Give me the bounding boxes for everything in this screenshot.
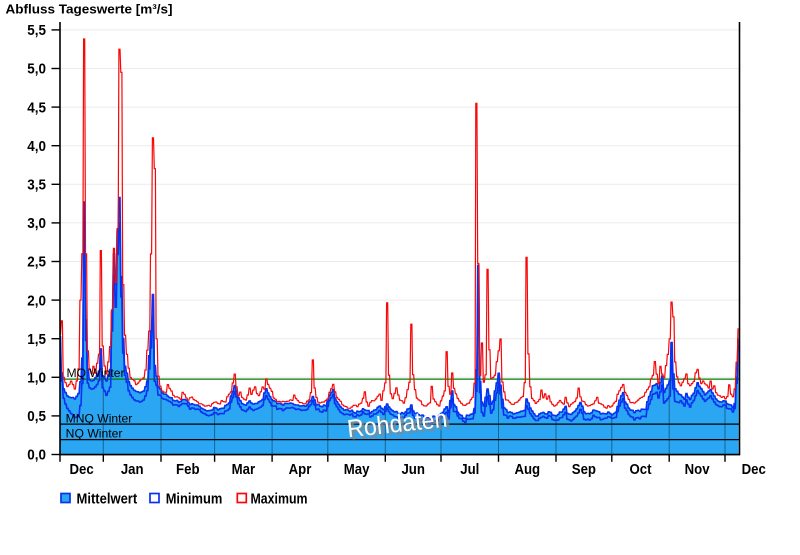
svg-text:Maximum: Maximum <box>251 491 308 507</box>
svg-text:Jul: Jul <box>460 462 479 478</box>
svg-text:Dec: Dec <box>70 462 94 478</box>
svg-text:Sep: Sep <box>572 462 596 478</box>
svg-text:0,0: 0,0 <box>27 448 46 464</box>
svg-text:Mar: Mar <box>232 462 256 478</box>
svg-text:Mittelwert: Mittelwert <box>77 491 138 507</box>
svg-text:3,5: 3,5 <box>27 178 46 194</box>
svg-text:Apr: Apr <box>289 462 312 478</box>
svg-text:4,5: 4,5 <box>27 100 46 116</box>
svg-text:Jun: Jun <box>401 462 425 478</box>
svg-text:1,0: 1,0 <box>27 371 46 387</box>
svg-text:2,5: 2,5 <box>27 255 46 271</box>
svg-text:3,0: 3,0 <box>27 216 46 232</box>
svg-text:5,5: 5,5 <box>27 23 46 39</box>
svg-text:Nov: Nov <box>685 462 710 478</box>
svg-text:2,0: 2,0 <box>27 293 46 309</box>
svg-text:NQ Winter: NQ Winter <box>66 427 123 441</box>
svg-text:MQ Winter: MQ Winter <box>67 366 125 380</box>
svg-text:4,0: 4,0 <box>27 139 46 155</box>
svg-text:May: May <box>344 462 370 478</box>
svg-text:Feb: Feb <box>176 462 200 478</box>
svg-text:5,0: 5,0 <box>27 62 46 78</box>
svg-text:Minimum: Minimum <box>166 491 223 507</box>
svg-text:0,5: 0,5 <box>27 409 46 425</box>
svg-text:MNQ Winter: MNQ Winter <box>66 412 133 426</box>
svg-text:Jan: Jan <box>121 462 144 478</box>
svg-text:Oct: Oct <box>630 462 652 478</box>
svg-text:Abfluss Tageswerte [m³/s]: Abfluss Tageswerte [m³/s] <box>6 2 173 17</box>
svg-text:Aug: Aug <box>514 462 540 478</box>
svg-text:Dec: Dec <box>742 462 766 478</box>
svg-text:1,5: 1,5 <box>27 332 46 348</box>
